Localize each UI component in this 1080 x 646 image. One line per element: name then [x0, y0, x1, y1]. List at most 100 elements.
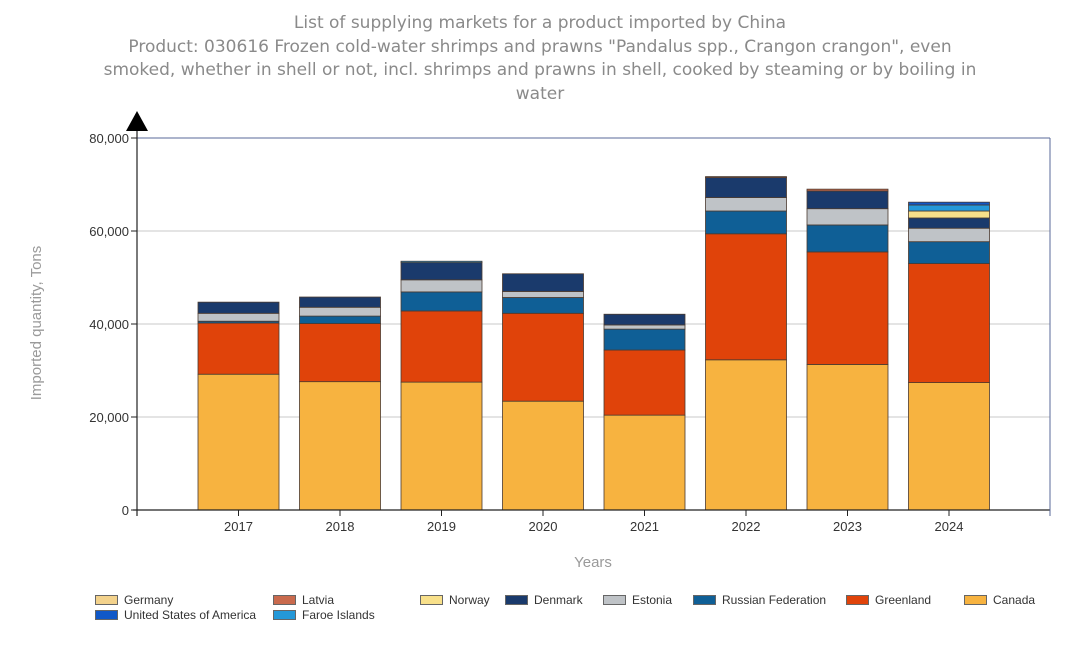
bar-segment-faroe-islands-2019: [400, 260, 483, 264]
chart-subtitle-line-2: smoked, whether in shell or not, incl. s…: [103, 60, 977, 80]
bar-segment-estonia-2023: [806, 208, 889, 226]
legend-swatch: [603, 594, 626, 605]
bars: [197, 176, 990, 511]
bar-segment-denmark-2021: [603, 313, 686, 326]
legend-item-norway: Norway: [420, 593, 505, 607]
bar-segment-denmark-2023: [806, 190, 889, 210]
legend-item-germany: Germany: [95, 593, 273, 607]
y-axis-arrow-icon: [126, 111, 148, 131]
bar-segment-greenland-2021: [603, 349, 686, 416]
x-axis-title: Years: [574, 554, 612, 571]
bar-segment-russian-federation-2018: [299, 315, 381, 324]
y-tick-label: 60,000: [89, 224, 129, 239]
bar-segment-greenland-2023: [806, 251, 889, 365]
legend-label: Greenland: [875, 592, 932, 607]
bar-segment-estonia-2018: [299, 306, 381, 317]
bar-segment-latvia-2023: [806, 188, 889, 192]
bar-segment-russian-federation-2022: [705, 210, 787, 235]
y-axis-title: Imported quantity, Tons: [28, 246, 45, 401]
bar-segment-estonia-2020: [502, 291, 584, 298]
legend-label: Faroe Islands: [302, 607, 375, 622]
legend-label: United States of America: [124, 607, 257, 622]
bar-segment-russian-federation-2021: [603, 328, 686, 351]
y-tick-label: 40,000: [89, 317, 129, 332]
y-tick-label: 20,000: [89, 410, 129, 425]
legend-label: Canada: [993, 592, 1036, 607]
x-tick-label-2018: 2018: [326, 519, 355, 534]
bar-segment-denmark-2020: [502, 273, 584, 292]
legend-swatch: [95, 594, 118, 605]
bar-segment-canada-2018: [299, 381, 381, 511]
legend-item-estonia: Estonia: [603, 593, 693, 607]
legend-row: United States of America Faroe Islands: [95, 607, 1055, 622]
bar-segment-denmark-2022: [705, 177, 787, 198]
bar-segment-denmark-2017: [197, 301, 280, 314]
x-axis-ticks: 2017 2018 2019 2020 2021 2022 2023 2024: [224, 510, 963, 534]
x-tick-label-2020: 2020: [529, 519, 558, 534]
bar-segment-canada-2019: [400, 381, 483, 511]
bar-segment-greenland-2024: [908, 263, 990, 383]
x-tick-label-2024: 2024: [935, 519, 964, 534]
bar-segment-estonia-2021: [603, 324, 686, 330]
bar-segment-estonia-2017: [197, 312, 280, 322]
gridlines: [137, 137, 1050, 418]
bar-segment-russian-federation-2024: [908, 241, 990, 264]
legend-item-united-states-of-america: United States of America: [95, 608, 273, 622]
legend-swatch: [273, 609, 296, 620]
bar-segment-denmark-2024: [908, 217, 990, 229]
x-tick-label-2019: 2019: [427, 519, 456, 534]
y-tick-label: 80,000: [89, 131, 129, 146]
legend-swatch: [273, 594, 296, 605]
legend-label: Denmark: [534, 592, 583, 607]
bar-segment-canada-2017: [197, 373, 280, 511]
bar-segment-faroe-islands-2024: [908, 204, 990, 212]
chart-subtitle-line-1: Product: 030616 Frozen cold-water shrimp…: [128, 36, 952, 57]
legend-item-denmark: Denmark: [505, 593, 603, 607]
legend-item-greenland: Greenland: [846, 593, 964, 607]
bar-segment-russian-federation-2019: [400, 291, 483, 312]
legend-label: Latvia: [302, 592, 335, 607]
chart-subtitle-line-3: water: [515, 83, 565, 104]
legend-label: Russian Federation: [722, 592, 827, 607]
legend: Germany Latvia Norway Denmark Estonia Russian…: [95, 592, 1055, 622]
bar-segment-estonia-2022: [705, 197, 787, 212]
bar-segment-canada-2024: [908, 382, 990, 511]
chart-title-block: List of supplying markets for a product …: [0, 12, 1080, 106]
legend-row: Germany Latvia Norway Denmark Estonia Russian…: [95, 592, 1055, 607]
bar-segment-norway-2024: [908, 210, 990, 219]
legend-item-russian-federation: Russian Federation: [693, 593, 846, 607]
y-tick-label: 0: [122, 503, 129, 518]
legend-swatch: [420, 594, 443, 605]
x-tick-label-2022: 2022: [732, 519, 761, 534]
bar-segment-canada-2020: [502, 400, 584, 511]
bar-segment-canada-2021: [603, 414, 686, 511]
bar-segment-greenland-2019: [400, 310, 483, 383]
legend-swatch: [964, 594, 987, 605]
bar-segment-canada-2023: [806, 364, 889, 511]
legend-swatch: [693, 594, 716, 605]
legend-item-canada: Canada: [964, 593, 1044, 607]
legend-swatch: [846, 594, 869, 605]
legend-swatch: [95, 609, 118, 620]
bar-segment-greenland-2018: [299, 323, 381, 383]
x-tick-label-2017: 2017: [224, 519, 253, 534]
bar-segment-russian-federation-2020: [502, 297, 584, 314]
bar-segment-greenland-2017: [197, 322, 280, 375]
legend-item-latvia: Latvia: [273, 593, 420, 607]
bar-segment-greenland-2022: [705, 233, 787, 361]
x-tick-label-2023: 2023: [833, 519, 862, 534]
bar-segment-denmark-2018: [299, 296, 381, 308]
chart-title: List of supplying markets for a product …: [293, 13, 787, 33]
bar-segment-latvia-2022: [705, 176, 787, 178]
bar-segment-greenland-2020: [502, 312, 584, 402]
legend-label: Germany: [124, 592, 174, 607]
legend-label: Estonia: [632, 592, 673, 607]
bar-segment-estonia-2024: [908, 227, 990, 243]
axes: [126, 111, 1051, 516]
bar-segment-russian-federation-2023: [806, 224, 889, 253]
legend-swatch: [505, 594, 528, 605]
y-axis-ticks: 0 20,000 40,000 60,000 80,000: [89, 131, 137, 518]
legend-item-faroe-islands: Faroe Islands: [273, 608, 420, 622]
legend-label: Norway: [449, 592, 490, 607]
